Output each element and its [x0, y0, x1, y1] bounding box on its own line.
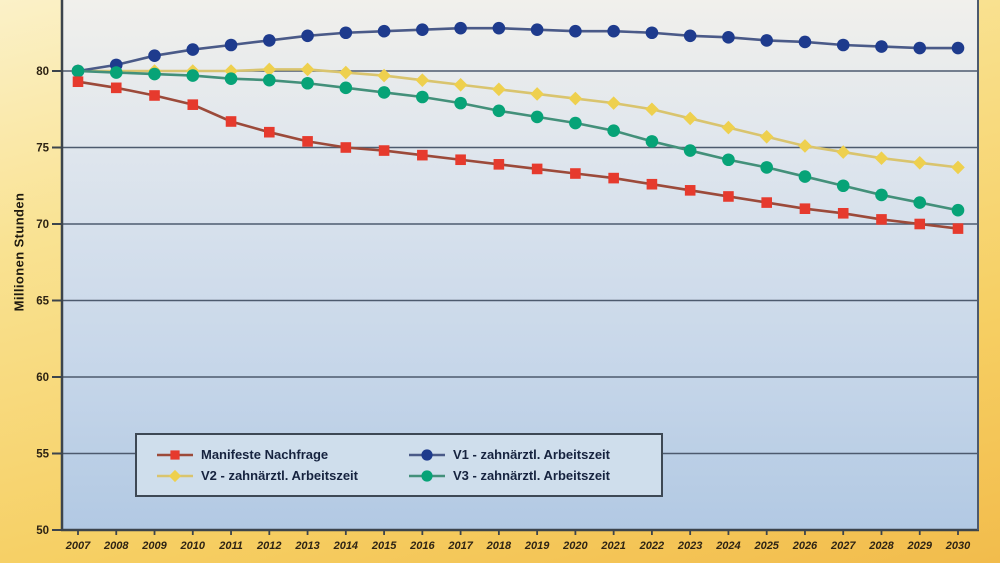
svg-text:2026: 2026	[792, 540, 818, 552]
svg-text:2019: 2019	[524, 540, 550, 552]
svg-text:2029: 2029	[906, 540, 932, 552]
svg-text:2010: 2010	[180, 540, 206, 552]
legend-item-manifeste-nachfrage: Manifeste Nachfrage	[155, 446, 407, 462]
y-axis-title: Millionen Stunden	[11, 192, 27, 312]
svg-text:2007: 2007	[65, 540, 91, 552]
legend-label: V2 - zahnärztl. Arbeitszeit	[201, 467, 358, 483]
svg-text:2020: 2020	[562, 540, 588, 552]
svg-text:2030: 2030	[945, 540, 971, 552]
svg-text:2025: 2025	[753, 540, 779, 552]
legend-item-v2-arbeitszeit: V2 - zahnärztl. Arbeitszeit	[155, 467, 407, 483]
svg-text:70: 70	[36, 219, 49, 231]
svg-text:2021: 2021	[600, 540, 625, 552]
svg-text:2022: 2022	[639, 540, 664, 552]
green-circle-marker-icon	[409, 469, 445, 482]
svg-text:2011: 2011	[218, 540, 243, 552]
legend-label: V1 - zahnärztl. Arbeitszeit	[453, 446, 610, 462]
svg-text:80: 80	[36, 66, 49, 78]
svg-text:2014: 2014	[333, 540, 358, 552]
red-square-marker-icon	[157, 449, 193, 460]
legend-item-v1-arbeitszeit: V1 - zahnärztl. Arbeitszeit	[407, 446, 661, 462]
svg-text:2024: 2024	[715, 540, 740, 552]
svg-text:50: 50	[36, 525, 49, 537]
blue-circle-marker-icon	[409, 448, 445, 461]
yellow-diamond-marker-icon	[157, 469, 193, 482]
svg-text:2012: 2012	[256, 540, 281, 552]
legend-label: V3 - zahnärztl. Arbeitszeit	[453, 467, 610, 483]
series-3	[71, 64, 965, 217]
legend: Manifeste Nachfrage V1 - zahnärztl. Arbe…	[135, 433, 663, 497]
svg-text:2023: 2023	[677, 540, 702, 552]
svg-text:2015: 2015	[371, 540, 397, 552]
svg-text:65: 65	[36, 296, 49, 308]
series-2	[71, 62, 965, 175]
svg-text:2027: 2027	[830, 540, 856, 552]
series-0	[72, 76, 964, 234]
svg-text:2013: 2013	[294, 540, 319, 552]
legend-label: Manifeste Nachfrage	[201, 446, 329, 462]
svg-text:75: 75	[36, 143, 49, 155]
svg-text:2018: 2018	[486, 540, 512, 552]
svg-text:2017: 2017	[447, 540, 473, 552]
svg-text:2028: 2028	[868, 540, 894, 552]
svg-text:2008: 2008	[103, 540, 129, 552]
svg-text:55: 55	[36, 449, 49, 461]
svg-text:2016: 2016	[409, 540, 435, 552]
series-1	[71, 21, 965, 78]
svg-text:60: 60	[36, 372, 49, 384]
svg-text:2009: 2009	[141, 540, 167, 552]
legend-item-v3-arbeitszeit: V3 - zahnärztl. Arbeitszeit	[407, 467, 661, 483]
